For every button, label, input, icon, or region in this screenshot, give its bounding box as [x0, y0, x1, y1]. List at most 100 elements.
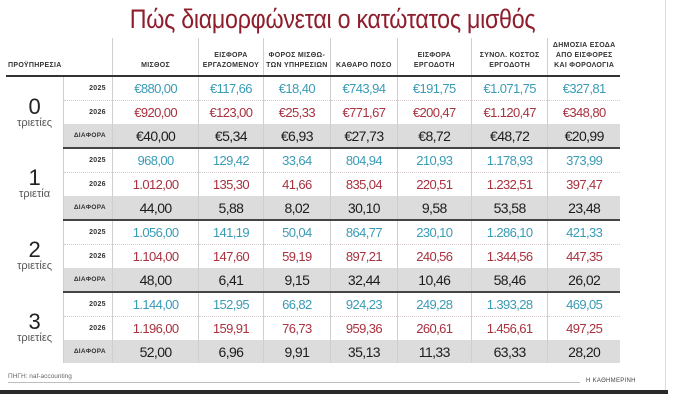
- cell-employer-contribution: 260,61: [396, 316, 472, 340]
- cell-salary: 1.144,00: [111, 292, 199, 317]
- cell-public-revenue: 23,48: [547, 196, 620, 221]
- header-salary: ΜΙΣΘΟΣ: [111, 38, 199, 77]
- cell-net-amount: €771,67: [330, 100, 398, 124]
- cell-salary: 968,00: [111, 148, 199, 173]
- cell-employee-contribution: 6,96: [198, 340, 264, 363]
- seniority-number: 1: [28, 165, 41, 190]
- table-row: 3 τριετίες 2025 1.144,00 152,95 66,82 924,23 24…: [6, 292, 620, 344]
- footer-divider: [8, 382, 580, 383]
- cell-payroll-tax: 9,15: [262, 268, 331, 293]
- cell-net-amount: €27,73: [330, 124, 398, 149]
- cell-employee-contribution: 5,88: [198, 196, 264, 221]
- header-row: ΠΡΟΫΠΗΡΕΣΙΑ ΜΙΣΘΟΣ ΕΙΣΦΟΡΑ ΕΡΓΑΖΟΜΕΝΟΥ Φ…: [6, 38, 620, 77]
- cell-net-amount: 835,04: [330, 172, 398, 196]
- header-net-amount: ΚΑΘΑΡΟ ΠΟΣΟ: [330, 38, 398, 77]
- cell-employer-total-cost: 1.344,56: [470, 244, 548, 268]
- cell-salary: 1.104,00: [111, 244, 199, 268]
- header-payroll-tax: ΦΟΡΟΣ ΜΙΣΘΩ-ΤΩΝ ΥΠΗΡΕΣΙΩΝ: [262, 38, 331, 77]
- cell-employer-contribution: €200,47: [396, 100, 472, 124]
- cell-employee-contribution: 141,19: [198, 220, 264, 245]
- cell-net-amount: 804,94: [330, 148, 398, 173]
- table-row: 0 τριετίες 2025 €880,00 €117,66 €18,40 €743,94…: [6, 76, 620, 129]
- cell-net-amount: 864,77: [330, 220, 398, 245]
- seniority-group: 3 τριετίες: [6, 292, 64, 363]
- cell-salary: €880,00: [111, 76, 199, 101]
- table-row: 2026 1.196,00 159,91 76,73 959,36 260,61 1.456…: [6, 316, 620, 340]
- cell-employer-total-cost: 1.232,51: [470, 172, 548, 196]
- cell-employer-contribution: 220,51: [396, 172, 472, 196]
- cell-salary: 48,00: [111, 268, 199, 293]
- cell-public-revenue: €348,80: [547, 100, 620, 124]
- cell-employer-total-cost: 1.456,61: [470, 316, 548, 340]
- seniority-label: τριετίες: [17, 260, 53, 272]
- cell-employer-contribution: 210,93: [396, 148, 472, 173]
- cell-employer-total-cost: 1.393,28: [470, 292, 548, 317]
- cell-payroll-tax: €18,40: [262, 76, 331, 101]
- cell-employer-total-cost: €48,72: [470, 124, 548, 149]
- seniority-label: τριετίες: [17, 331, 53, 344]
- source-note: ΠΗΓΗ: naf-accounting: [8, 373, 72, 380]
- cell-employer-contribution: 9,58: [396, 196, 472, 221]
- bottom-bar: [0, 390, 668, 394]
- header-seniority: ΠΡΟΫΠΗΡΕΣΙΑ: [6, 38, 113, 77]
- cell-employer-total-cost: 1.178,93: [470, 148, 548, 173]
- difference-label: ΔΙΑΦΟΡΑ: [63, 124, 113, 149]
- cell-employer-total-cost: 1.286,10: [470, 220, 548, 245]
- cell-public-revenue: 469,05: [547, 292, 620, 317]
- cell-salary: €920,00: [111, 100, 199, 124]
- seniority-number: 0: [28, 93, 41, 119]
- cell-salary: 1.056,00: [111, 220, 199, 245]
- cell-net-amount: 30,10: [330, 196, 398, 221]
- table-row: ΔΙΑΦΟΡΑ €40,00 €5,34 €6,93 €27,73 €8,72 €48,72…: [6, 124, 620, 149]
- cell-employer-contribution: 240,56: [396, 244, 472, 268]
- cell-public-revenue: 373,99: [547, 148, 620, 173]
- seniority-label: τριετίες: [17, 116, 53, 129]
- cell-employee-contribution: €5,34: [198, 124, 264, 149]
- cell-employee-contribution: 135,30: [198, 172, 264, 196]
- seniority-number: 2: [28, 237, 41, 262]
- header-public-revenue: ΔΗΜΟΣΙΑ ΕΣΟΔΑ ΑΠΟ ΕΙΣΦΟΡΕΣ ΚΑΙ ΦΟΡΟΛΟΓΙΑ: [547, 38, 620, 77]
- cell-public-revenue: 397,47: [547, 172, 620, 196]
- cell-employer-contribution: 10,46: [396, 268, 472, 293]
- year-label: 2026: [63, 316, 113, 340]
- cell-employer-contribution: €191,75: [396, 76, 472, 101]
- table-row: 2026 1.012,00 135,30 41,66 835,04 220,51 1.232…: [6, 172, 620, 196]
- year-label: 2025: [63, 292, 113, 317]
- cell-public-revenue: 497,25: [547, 316, 620, 340]
- cell-payroll-tax: 59,19: [262, 244, 331, 268]
- cell-payroll-tax: 9,91: [262, 340, 331, 363]
- table-row: 2026 €920,00 €123,00 €25,33 €771,67 €200,47 €1…: [6, 100, 620, 124]
- cell-employer-contribution: 11,33: [396, 340, 472, 363]
- year-label: 2026: [63, 172, 113, 196]
- publisher-brand: Η ΚΑΘΗΜΕΡΙΝΗ: [586, 378, 636, 384]
- cell-salary: €40,00: [111, 124, 199, 149]
- seniority-group: 1 τριετία: [6, 148, 64, 220]
- seniority-number: 3: [28, 308, 41, 334]
- year-label: 2026: [63, 100, 113, 124]
- cell-salary: 1.196,00: [111, 316, 199, 340]
- year-label: 2025: [63, 148, 113, 173]
- cell-public-revenue: €327,81: [547, 76, 620, 101]
- cell-public-revenue: 447,35: [547, 244, 620, 268]
- cell-employer-total-cost: 58,46: [470, 268, 548, 293]
- cell-public-revenue: 26,02: [547, 268, 620, 293]
- seniority-group: 0 τριετίες: [6, 76, 64, 148]
- page-title: Πώς διαμορφώνεται ο κατώτατος μισθός: [129, 4, 536, 34]
- seniority-group: 2 τριετίες: [6, 220, 64, 292]
- cell-payroll-tax: 66,82: [262, 292, 331, 317]
- cell-net-amount: 897,21: [330, 244, 398, 268]
- table-row: ΔΙΑΦΟΡΑ 52,00 6,96 9,91 35,13 11,33 63,33 28,20: [6, 340, 620, 363]
- cell-employer-total-cost: €1.071,75: [470, 76, 548, 101]
- cell-employer-contribution: €8,72: [396, 124, 472, 149]
- cell-payroll-tax: €25,33: [262, 100, 331, 124]
- year-label: 2025: [63, 76, 113, 101]
- cell-employee-contribution: 147,60: [198, 244, 264, 268]
- table-row: ΔΙΑΦΟΡΑ 48,00 6,41 9,15 32,44 10,46 58,46 26,02: [6, 268, 620, 293]
- cell-net-amount: 32,44: [330, 268, 398, 293]
- seniority-label: τριετία: [19, 188, 51, 200]
- cell-salary: 44,00: [111, 196, 199, 221]
- cell-public-revenue: 28,20: [547, 340, 620, 363]
- table-row: 1 τριετία 2025 968,00 129,42 33,64 804,94 210,9…: [6, 148, 620, 200]
- cell-employer-total-cost: 63,33: [470, 340, 548, 363]
- header-employer-contribution: ΕΙΣΦΟΡΑ ΕΡΓΟΔΟΤΗ: [396, 38, 472, 77]
